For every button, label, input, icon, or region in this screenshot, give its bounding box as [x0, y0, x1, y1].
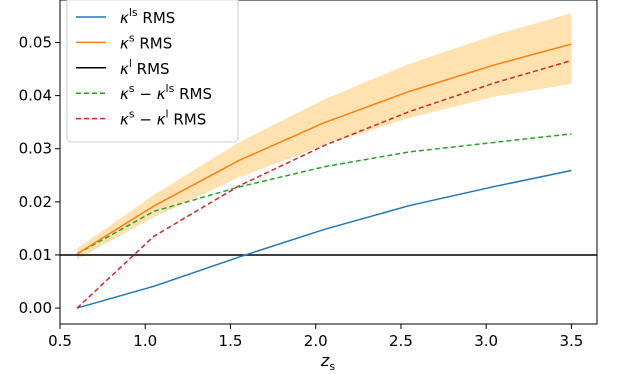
- x-tick-label: 2.5: [389, 332, 413, 350]
- y-tick-label: 0.05: [19, 33, 52, 51]
- legend: κls RMS κs RMS κl RMS κs − κls RMS κs − κl R…: [66, 0, 239, 143]
- x-tick-label: 1.5: [219, 332, 243, 350]
- x-tick-label: 2.0: [304, 332, 328, 350]
- series-line-1: [76, 43, 572, 255]
- legend-label: κs − κls RMS: [120, 82, 212, 103]
- plot-frame: [59, 0, 598, 325]
- kappa-s-uncertainty-band: [77, 13, 572, 260]
- legend-box: [66, 0, 239, 143]
- x-axis-label-sub: s: [329, 360, 335, 373]
- axis-ticks: 0.5 1.0 1.5 2.0 2.5 3.0 3.5 0.00 0.01 0.02 0.03 0.0…: [19, 33, 584, 350]
- y-tick-label: 0.03: [19, 140, 52, 158]
- series-line-0: [76, 169, 572, 309]
- x-axis-label: zs: [320, 351, 335, 373]
- y-tick-label: 0.01: [19, 246, 52, 264]
- legend-label: κls RMS: [120, 6, 175, 27]
- y-tick-label: 0.04: [19, 87, 52, 105]
- x-tick-label: 1.0: [133, 332, 157, 350]
- x-axis-label-main: z: [320, 351, 330, 370]
- x-tick-label: 3.5: [559, 332, 583, 350]
- plot-area: [60, 13, 597, 309]
- x-tick-label: 0.5: [48, 332, 72, 350]
- y-tick-label: 0.00: [19, 299, 52, 317]
- x-tick-label: 3.0: [474, 332, 498, 350]
- series-line-4: [76, 59, 572, 309]
- y-tick-label: 0.02: [19, 193, 52, 211]
- legend-label: κs RMS: [120, 31, 172, 52]
- legend-label: κl RMS: [120, 57, 170, 78]
- legend-label: κs − κl RMS: [120, 108, 206, 129]
- series-line-3: [76, 133, 572, 255]
